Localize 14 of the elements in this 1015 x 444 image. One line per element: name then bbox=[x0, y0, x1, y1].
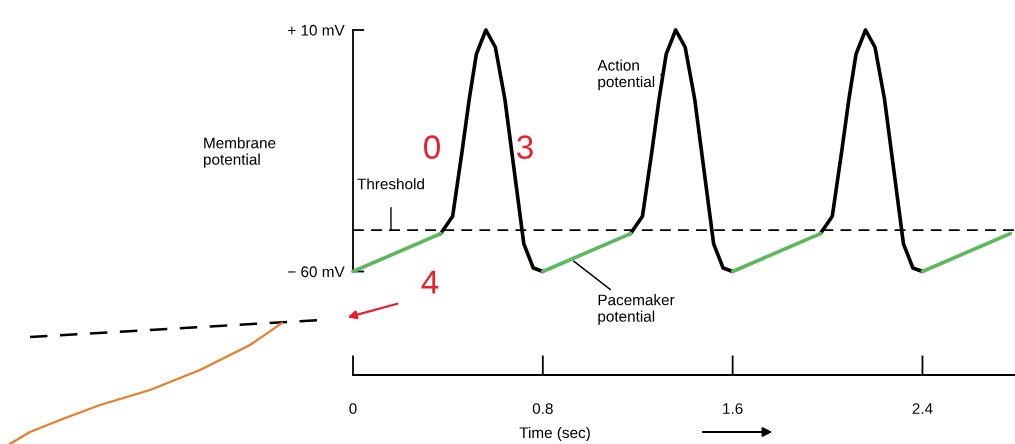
annotation: Action potential bbox=[597, 59, 655, 91]
x-tick-label: 1.6 bbox=[723, 403, 743, 414]
x-tick-label: 0 bbox=[349, 403, 357, 414]
y-axis-title: Membrane potential bbox=[203, 137, 276, 168]
annotation: 3 bbox=[517, 135, 533, 159]
annotation: 0 bbox=[424, 135, 440, 159]
y-tick-label: + 10 mV bbox=[288, 24, 345, 36]
annotation: Pacemaker potential bbox=[598, 294, 675, 325]
annotation: 4 bbox=[421, 270, 439, 294]
x-tick-label: 2.4 bbox=[912, 403, 933, 414]
x-tick-label: 0.8 bbox=[532, 403, 553, 414]
ref-line-label: Threshold bbox=[357, 178, 424, 190]
x-axis-title: Time (sec) bbox=[519, 426, 590, 442]
y-tick-label: − 60 mV bbox=[288, 266, 345, 278]
